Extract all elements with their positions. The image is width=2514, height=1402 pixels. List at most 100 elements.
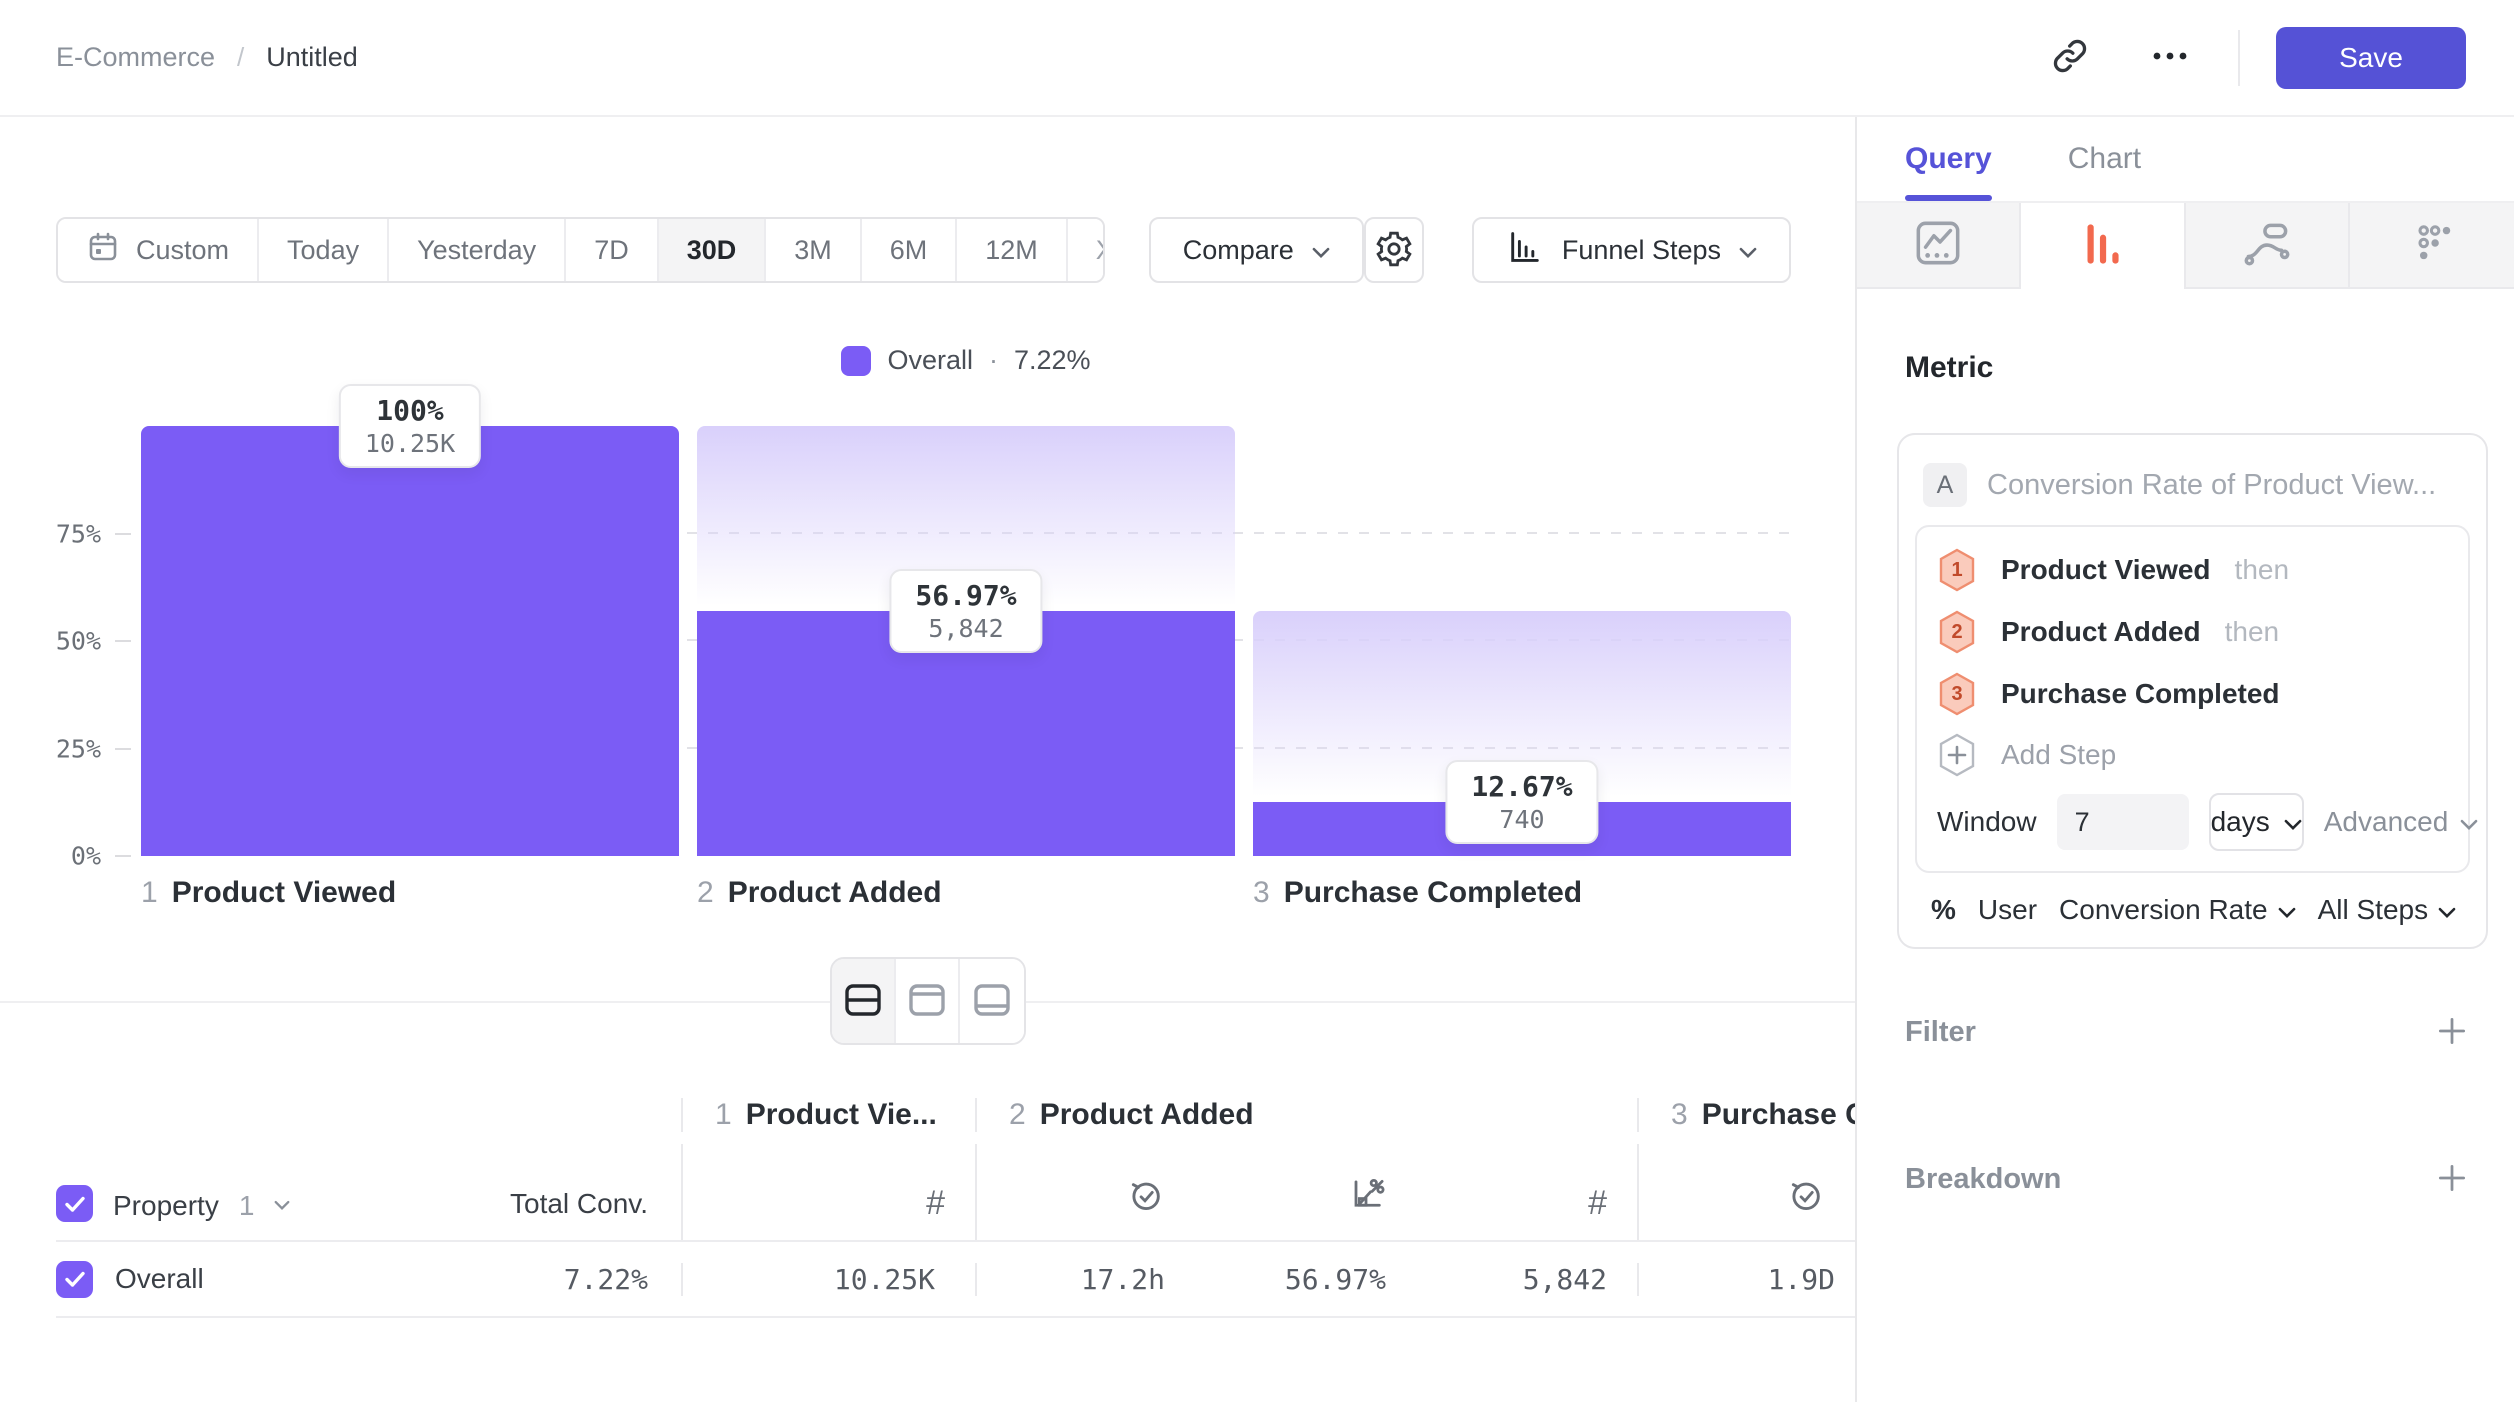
window-label: Window — [1937, 806, 2037, 837]
tab-flow-chart[interactable] — [2185, 203, 2350, 289]
metric-icon-cell[interactable]: # — [681, 1144, 975, 1240]
window-unit-select[interactable]: days — [2208, 793, 2304, 851]
y-tick-75: 75% — [55, 519, 101, 548]
query-step-2[interactable]: 2 Product Added then — [1937, 601, 2448, 663]
column-header-step1: 1 Product Vie... — [681, 1098, 975, 1132]
step-event-name: Product Added — [2001, 616, 2201, 647]
panel-divider — [0, 956, 1855, 1046]
measure-metric-label: Conversion Rate — [2059, 894, 2268, 925]
layout-table-only-button[interactable] — [959, 959, 1024, 1043]
breakdown-label: Breakdown — [1905, 1163, 2062, 1195]
add-filter-button[interactable] — [2434, 1013, 2470, 1052]
tab-line-chart[interactable] — [1857, 203, 2022, 289]
save-button[interactable]: Save — [2276, 26, 2466, 89]
tab-query[interactable]: Query — [1905, 117, 1992, 201]
metric-icon-cell[interactable] — [1637, 1144, 1855, 1240]
breadcrumb-parent[interactable]: E-Commerce — [56, 42, 216, 72]
add-step-hexagon-icon — [1939, 733, 1975, 777]
date-range-label: XTD — [1096, 235, 1103, 266]
layout-bottom-icon — [973, 983, 1011, 1020]
metric-title-row[interactable]: A Conversion Rate of Product View... — [1915, 451, 2470, 525]
window-unit-label: days — [2210, 806, 2270, 837]
bar-value-tooltip: 12.67% 740 — [1445, 759, 1599, 844]
step-label-2: 2 Product Added — [697, 876, 1235, 910]
date-range-7d[interactable]: 7D — [566, 219, 659, 281]
tab-funnel-chart[interactable] — [2021, 203, 2186, 289]
metric-icon-cell[interactable]: # — [1416, 1144, 1637, 1240]
legend-swatch — [841, 345, 872, 376]
metric-icon-cell[interactable] — [1195, 1144, 1416, 1240]
chevron-down-icon[interactable] — [274, 1186, 290, 1222]
legend-label: Overall — [887, 345, 973, 375]
layout-split-button[interactable] — [831, 959, 896, 1043]
tab-grid-chart[interactable] — [2349, 203, 2514, 289]
add-breakdown-button[interactable] — [2434, 1160, 2470, 1199]
layout-chart-only-button[interactable] — [895, 959, 960, 1043]
date-range-30d[interactable]: 30D — [658, 219, 767, 281]
column-step-number: 2 — [1009, 1098, 1026, 1131]
funnel-bar-purchase-completed[interactable]: 12.67% 740 — [1253, 426, 1791, 856]
chart-legend[interactable]: Overall · 7.22% — [141, 345, 1791, 376]
main-content: Custom Today Yesterday 7D 30D 3M 6M 12M … — [0, 117, 1855, 1402]
measure-metric-dropdown[interactable]: Conversion Rate — [2059, 894, 2296, 926]
table-column-labels: 1 Product Vie... 2 Product Added 3 Purch… — [56, 1086, 1855, 1144]
date-range-control: Custom Today Yesterday 7D 30D 3M 6M 12M … — [56, 217, 1105, 283]
more-options-button[interactable] — [2138, 26, 2202, 90]
select-all-checkbox[interactable] — [56, 1185, 93, 1222]
y-tick-50: 50% — [55, 626, 101, 656]
date-range-3m[interactable]: 3M — [766, 219, 862, 281]
date-range-12m[interactable]: 12M — [957, 219, 1068, 281]
breadcrumb-current[interactable]: Untitled — [266, 42, 358, 72]
date-range-yesterday[interactable]: Yesterday — [389, 219, 567, 281]
funnel-bar-product-viewed[interactable]: 100% 10.25K — [141, 384, 679, 856]
compare-button[interactable]: Compare — [1148, 217, 1364, 283]
row-checkbox[interactable] — [56, 1260, 93, 1298]
measure-steps-dropdown[interactable]: All Steps — [2318, 894, 2457, 926]
query-sidebar: Query Chart — [1855, 117, 2514, 1402]
layout-split-icon — [844, 983, 882, 1020]
chart-type-button[interactable]: Funnel Steps — [1471, 217, 1791, 283]
tooltip-count: 5,842 — [928, 614, 1004, 644]
date-range-xtd[interactable]: XTD — [1067, 219, 1103, 281]
step-number: 2 — [697, 876, 714, 909]
date-range-today[interactable]: Today — [259, 219, 390, 281]
share-link-button[interactable] — [2038, 26, 2102, 90]
metric-icon-cell[interactable] — [975, 1144, 1195, 1240]
results-table: 1 Product Vie... 2 Product Added 3 Purch… — [56, 1086, 1855, 1318]
chart-settings-button[interactable] — [1363, 217, 1424, 283]
metric-heading: Metric — [1905, 351, 1994, 384]
y-tickmark — [115, 640, 131, 642]
advanced-dropdown[interactable]: Advanced — [2324, 806, 2479, 838]
step-name: Purchase Completed — [1283, 876, 1583, 909]
column-step-name: Purchase C — [1701, 1098, 1855, 1131]
breadcrumb: E-Commerce / Untitled — [56, 42, 358, 73]
funnel-step-labels: 1 Product Viewed 2 Product Added 3 Purch… — [141, 876, 1791, 910]
property-label[interactable]: Property — [113, 1190, 219, 1221]
metric-title: Conversion Rate of Product View... — [1987, 468, 2437, 501]
step-number: 1 — [141, 876, 158, 909]
layout-switcher — [829, 957, 1026, 1045]
cell-step2-count: 5,842 — [1522, 1262, 1607, 1296]
chevron-down-icon — [2460, 806, 2478, 838]
total-conv-header: Total Conv. — [510, 1188, 648, 1219]
window-value-input[interactable] — [2056, 794, 2189, 850]
column-step-name: Product Vie... — [745, 1098, 937, 1131]
y-tickmark — [115, 532, 131, 535]
step-hexagon-badge: 1 — [1939, 548, 1975, 592]
cell-step2-time: 17.2h — [975, 1262, 1195, 1296]
tab-chart[interactable]: Chart — [2067, 142, 2142, 175]
sidebar-tabs: Query Chart — [1857, 117, 2514, 201]
measure-row: % User Conversion Rate All Steps — [1915, 873, 2470, 947]
date-range-custom[interactable]: Custom — [58, 219, 260, 281]
compare-label: Compare — [1182, 234, 1294, 265]
step-hexagon-badge: 3 — [1939, 672, 1975, 716]
query-step-1[interactable]: 1 Product Viewed then — [1937, 539, 2448, 601]
bar-value-tooltip: 100% 10.25K — [338, 384, 482, 468]
add-step-button[interactable]: Add Step — [1937, 725, 2448, 785]
column-header-step3: 3 Purchase C — [1637, 1098, 1855, 1132]
query-step-3[interactable]: 3 Purchase Completed — [1937, 663, 2448, 725]
measure-user-label[interactable]: User — [1977, 894, 2038, 925]
funnel-bar-product-added[interactable]: 56.97% 5,842 — [697, 426, 1235, 856]
date-range-6m[interactable]: 6M — [861, 219, 958, 281]
